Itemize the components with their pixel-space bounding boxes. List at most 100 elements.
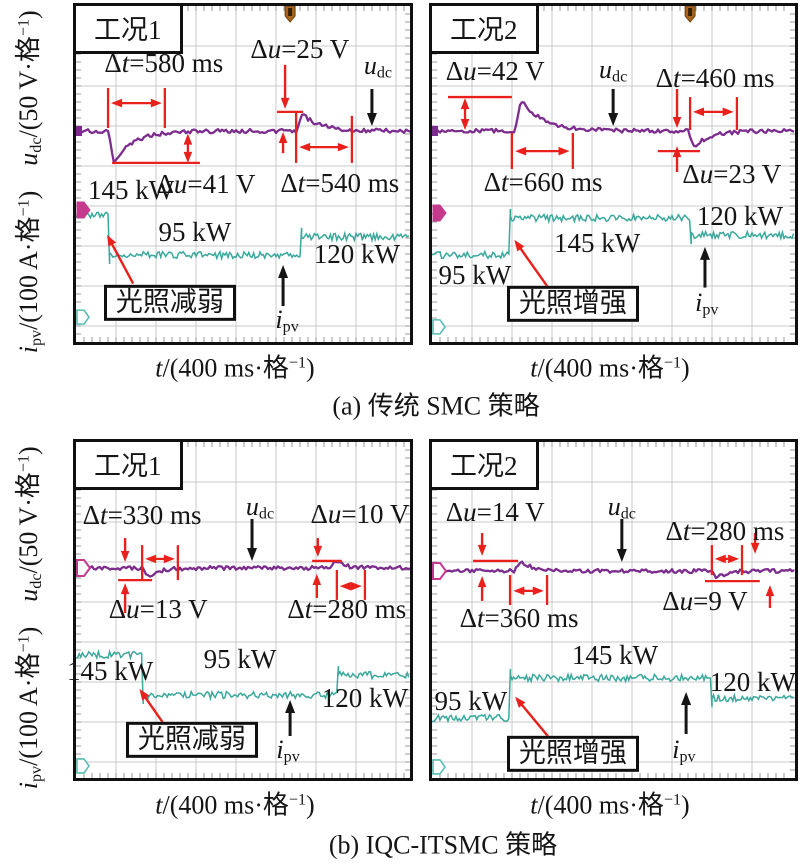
arrow-head xyxy=(337,142,349,152)
illumination-note: 光照增强 xyxy=(506,285,639,322)
y-axis-label-ipv: ipv/(100 A·格−1) xyxy=(14,190,45,354)
udc-edge-marker xyxy=(432,125,438,136)
power-label: 120 kW xyxy=(709,666,797,697)
scope-panel-itsmc-cond1: Δt=330 ms Δu=13 V udc Δu=10 V Δt=280 ms 145 k… xyxy=(67,439,413,781)
power-label: 145 kW xyxy=(66,655,154,686)
arrow-head xyxy=(120,583,130,595)
illumination-note: 光照增强 xyxy=(506,735,639,772)
arrow-head xyxy=(477,576,487,588)
arrow-head xyxy=(608,112,619,126)
channel2-marker-icon xyxy=(76,758,90,774)
arrow-head xyxy=(515,146,527,156)
scope-panel-itsmc-cond2: Δu=14 V Δt=360 ms udc Δt=280 ms Δu=9 V 95 kW 1… xyxy=(429,439,798,781)
ipv-label: ipv xyxy=(276,734,300,766)
delta-u-label: Δu=9 V xyxy=(662,585,748,616)
arrow-head xyxy=(750,542,760,554)
arrow-head xyxy=(722,107,734,117)
condition-badge: 工况1 xyxy=(73,3,183,54)
channel2-marker-icon xyxy=(76,309,90,325)
delta-t-label: Δt=540 ms xyxy=(280,167,400,198)
illumination-note: 光照减弱 xyxy=(125,721,258,758)
arrow-shaft xyxy=(518,701,551,740)
ipv-label: ipv xyxy=(275,304,299,336)
condition-badge: 工况2 xyxy=(429,3,539,54)
delta-u-label: Δu=10 V xyxy=(310,498,410,529)
udc-trace xyxy=(432,560,795,580)
power-label: 95 kW xyxy=(434,685,508,716)
trigger-marker-core xyxy=(688,8,693,16)
power-label: 120 kW xyxy=(321,682,409,713)
arrow-head xyxy=(145,554,157,564)
arrow-head xyxy=(714,554,726,564)
delta-t-label: Δt=660 ms xyxy=(483,166,603,197)
power-label: 145 kW xyxy=(554,227,641,258)
arrow-head xyxy=(120,550,130,562)
udc-label: udc xyxy=(245,491,275,523)
power-label: 120 kW xyxy=(313,238,401,269)
scope-panel-smc-cond2: Δu=42 V udc Δt=460 ms Δu=23 V Δt=660 ms 95 kW… xyxy=(429,3,798,345)
arrow-shaft xyxy=(142,693,164,724)
delta-u-label: Δu=13 V xyxy=(108,593,208,624)
arrow-head xyxy=(692,107,704,117)
arrow-head xyxy=(477,544,487,556)
udc-edge-marker xyxy=(76,125,82,136)
power-label: 95 kW xyxy=(158,216,232,247)
delta-u-label: Δu=23 V xyxy=(682,158,782,189)
arrow-head xyxy=(699,246,710,260)
condition-badge: 工况2 xyxy=(429,439,539,490)
delta-t-label: Δt=460 ms xyxy=(655,62,775,93)
arrow-head xyxy=(672,116,682,128)
arrow-head xyxy=(278,132,288,143)
arrow-head xyxy=(460,118,470,130)
arrow-head xyxy=(513,586,525,596)
delta-u-label: Δu=42 V xyxy=(445,55,545,86)
channel2-marker-icon xyxy=(432,759,446,775)
condition-badge: 工况1 xyxy=(73,439,183,490)
arrow-head xyxy=(150,98,162,108)
y-axis-label-udc: udc/(50 V·格−1) xyxy=(14,10,45,166)
delta-u-label: Δu=25 V xyxy=(250,33,350,64)
arrow-head xyxy=(139,688,150,701)
ipv-trace xyxy=(76,648,410,705)
x-axis-label: t/(400 ms·格−1) xyxy=(530,353,690,383)
udc-trace xyxy=(76,113,410,165)
delta-u-label: Δu=41 V xyxy=(156,168,256,199)
arrow-head xyxy=(532,586,544,596)
arrow-head xyxy=(460,98,470,110)
delta-t-label: Δt=280 ms xyxy=(665,515,785,546)
arrow-head xyxy=(163,554,175,564)
arrow-shaft xyxy=(517,244,550,289)
channel1-marker-icon xyxy=(432,204,447,222)
ipv-trace xyxy=(76,210,410,264)
arrow-head xyxy=(616,548,627,562)
arrow-head xyxy=(107,234,117,247)
channel1-marker-icon xyxy=(76,201,91,219)
arrow-head xyxy=(514,239,525,252)
udc-label: udc xyxy=(363,50,393,82)
delta-t-label: Δt=280 ms xyxy=(287,593,407,624)
arrow-head xyxy=(366,112,377,126)
channel2-marker-icon xyxy=(432,319,446,335)
caption-a: (a) 传统 SMC 策略 xyxy=(332,391,540,421)
delta-t-label: Δt=360 ms xyxy=(459,602,579,633)
arrow-head xyxy=(183,151,193,163)
arrow-head xyxy=(728,554,740,564)
y-axis-label-udc: udc/(50 V·格−1) xyxy=(14,446,45,602)
arrow-head xyxy=(312,574,322,586)
illumination-note: 光照减弱 xyxy=(103,284,236,322)
arrow-head xyxy=(247,547,258,561)
scope-screen xyxy=(76,6,410,342)
scope-screen xyxy=(432,442,795,778)
power-label: 95 kW xyxy=(203,643,277,674)
trigger-marker-core xyxy=(288,8,293,16)
udc-label: udc xyxy=(607,491,636,523)
ipv-trace xyxy=(432,668,794,724)
power-label: 145 kW xyxy=(87,174,175,205)
channel1-marker-icon xyxy=(76,559,92,577)
arrow-head xyxy=(313,545,323,557)
udc-label: udc xyxy=(599,54,628,86)
caption-b: (b) IQC-ITSMC 策略 xyxy=(328,830,558,860)
delta-u-label: Δu=14 V xyxy=(445,496,545,527)
arrow-head xyxy=(558,146,570,156)
